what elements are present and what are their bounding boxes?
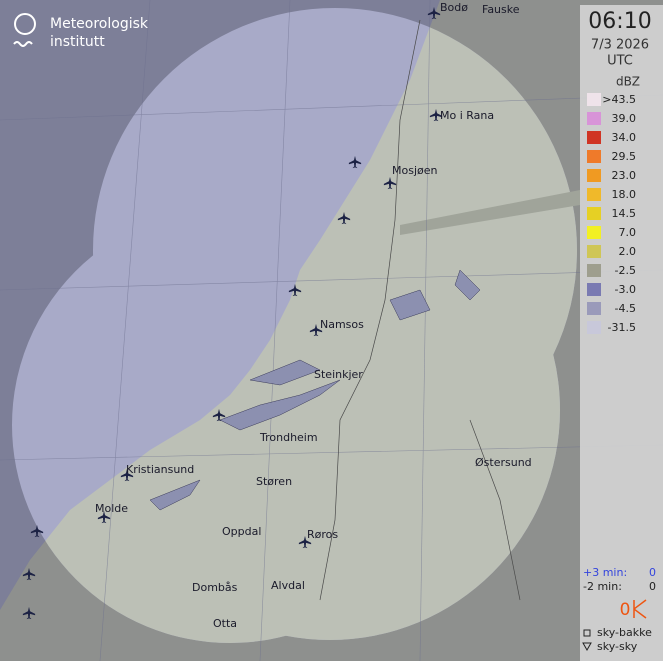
legend-swatch [587, 226, 601, 239]
place-label: Steinkjer [314, 368, 363, 381]
legend-swatch [587, 112, 601, 125]
legend-label: 7.0 [619, 226, 637, 239]
legend-label: -2.5 [615, 264, 636, 277]
place-label: Kristiansund [126, 463, 194, 476]
lightning-past-count: 0 [649, 580, 656, 593]
legend-label: -31.5 [608, 321, 636, 334]
unit: dBZ [616, 75, 640, 89]
place-label: Molde [95, 502, 128, 515]
legend-swatch [587, 150, 601, 163]
place-label: Fauske [482, 3, 520, 16]
place-label: Mo i Rana [440, 109, 494, 122]
place-label: Otta [213, 617, 237, 630]
legend-swatch [587, 302, 601, 315]
legend-swatch [587, 207, 601, 220]
org-name: Meteorologisk [50, 16, 149, 32]
places: Bodø Fauske Mo i Rana Mosjøen Namsos Ste… [22, 1, 532, 630]
place-label: Dombås [192, 581, 238, 594]
place-label: Mosjøen [392, 164, 438, 177]
place-label: Østersund [475, 456, 532, 469]
legend-swatch [587, 93, 601, 106]
ground-label: sky-bakke [597, 626, 652, 639]
legend-label: 34.0 [612, 131, 637, 144]
org-name: institutt [50, 34, 105, 50]
legend-panel: 06:10 7/3 2026 UTC dBZ +3 min: 0 -2 min:… [580, 5, 663, 661]
legend-label: 23.0 [612, 169, 637, 182]
place-label: Trondheim [259, 431, 318, 444]
lightning-forecast-count: 0 [649, 566, 656, 579]
lightning-count: 0 [620, 600, 631, 620]
place-label: Oppdal [222, 525, 261, 538]
legend-swatch [587, 264, 601, 277]
lightning-forecast-label: +3 min: [583, 566, 627, 579]
logo: Meteorologisk institutt [13, 13, 149, 50]
place-label: Røros [307, 528, 338, 541]
lightning-past-label: -2 min: [583, 580, 622, 593]
legend-swatch [587, 245, 601, 258]
place-label: Støren [256, 475, 292, 488]
place-label: Namsos [320, 318, 364, 331]
legend-label: -4.5 [615, 302, 636, 315]
legend-swatch [587, 283, 601, 296]
legend-swatch [587, 188, 601, 201]
legend-label: 14.5 [612, 207, 637, 220]
legend-label: >43.5 [602, 93, 636, 106]
legend-label: 29.5 [612, 150, 637, 163]
legend-swatch [587, 131, 601, 144]
legend-label: 18.0 [612, 188, 637, 201]
legend-label: 39.0 [612, 112, 637, 125]
legend-swatch [587, 321, 601, 334]
place-label: Alvdal [271, 579, 305, 592]
legend-label: 2.0 [619, 245, 637, 258]
legend-swatch [587, 169, 601, 182]
legend-label: -3.0 [615, 283, 636, 296]
time: 06:10 [588, 9, 651, 34]
timezone: UTC [607, 54, 633, 69]
place-label: Bodø [440, 1, 468, 14]
cloud-label: sky-sky [597, 640, 638, 653]
date: 7/3 2026 [591, 38, 649, 53]
